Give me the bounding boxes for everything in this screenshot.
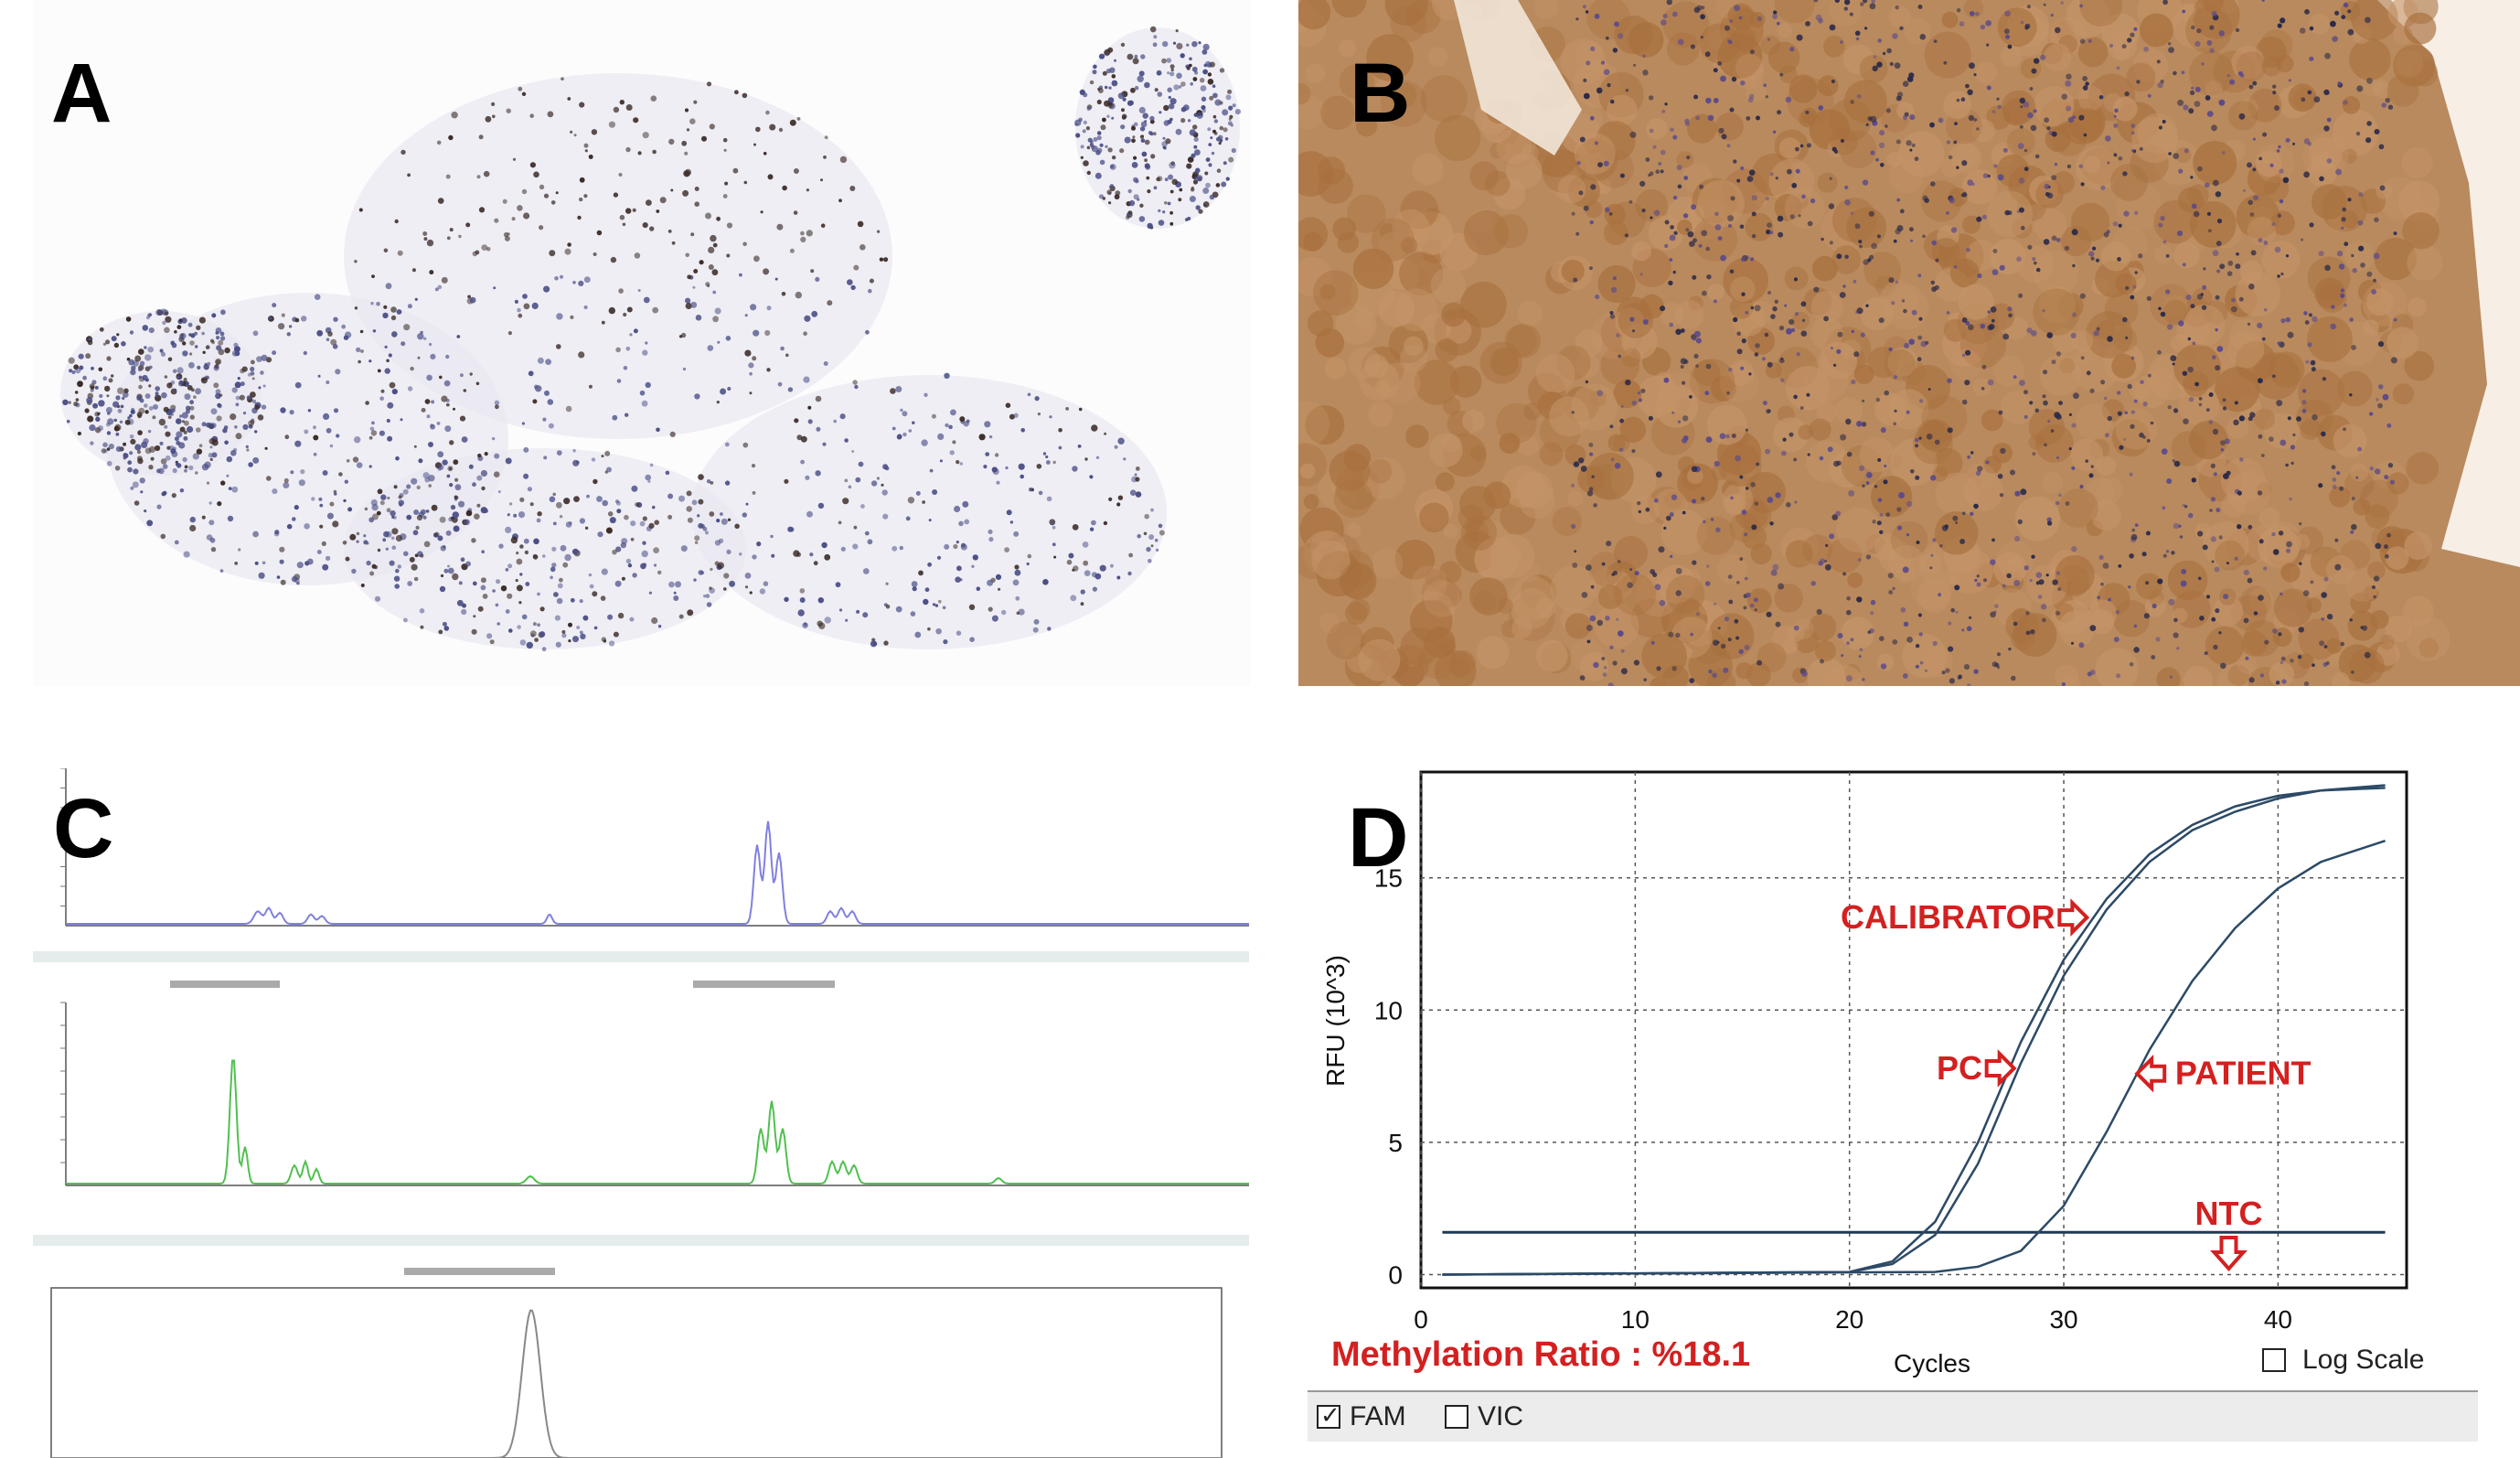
micrograph-b-image [1298,0,2520,686]
panel-a-micrograph: A [33,0,1251,686]
pc-arrow-icon [1984,1049,2017,1088]
log-scale-checkbox[interactable] [2262,1348,2286,1372]
amplification-chart: 0 10 20 30 40 0 5 10 15 Cycles RFU (10^3) CALIBRATO… [1321,770,2408,1378]
series-line-calibrator [1442,784,2386,1276]
checkmark-icon: ✓ [1320,1401,1340,1429]
plot-frame [1419,770,2408,1290]
patient-arrow-icon [2134,1054,2167,1093]
micrograph-a-image [33,0,1251,686]
y-tick-label: 10 [1374,996,1403,1024]
panel-d-label: D [1348,791,1409,884]
x-tick-label: 0 [1414,1305,1428,1334]
x-tick-label: 40 [2264,1305,2292,1334]
methylation-ratio: Methylation Ratio : %18.1 [1331,1335,1751,1374]
channel-bar: ✓ FAM VIC [1308,1390,2478,1442]
series-line-pc [1442,787,2386,1276]
x-tick-label: 10 [1621,1305,1650,1334]
ntc-arrow-icon [2210,1236,2248,1272]
panel-d-amplification-plot: 0 10 20 30 40 0 5 10 15 Cycles RFU (10^3) CALIBRATO… [1308,759,2496,1458]
panel-c-electropherogram: C [33,768,1249,1458]
patient-annotation: PATIENT [2175,1055,2312,1092]
panel-c-label: C [53,782,114,875]
pc-annotation: PC [1937,1049,1982,1087]
fam-checkbox[interactable]: ✓ [1317,1401,1340,1429]
x-axis-label: Cycles [1894,1349,1970,1378]
calibrator-arrow-icon [2057,898,2090,937]
panel-b-micrograph: B [1298,0,2520,686]
y-tick-label: 15 [1374,864,1403,893]
x-tick-label: 20 [1835,1305,1863,1334]
log-scale-label: Log Scale [2302,1345,2425,1375]
panel-a-label: A [51,47,112,140]
y-tick-label: 0 [1388,1261,1403,1290]
y-tick-label: 5 [1388,1129,1403,1157]
series-line-patient [1442,840,2386,1276]
y-axis-label: RFU (10^3) [1321,955,1350,1087]
calibrator-annotation: CALIBRATOR [1841,898,2056,936]
panel-b-label: B [1350,47,1411,140]
x-tick-label: 30 [2049,1305,2077,1334]
ntc-annotation: NTC [2194,1195,2262,1232]
vic-label: VIC [1478,1401,1524,1431]
fam-label: FAM [1350,1401,1406,1431]
electropherogram-image [33,768,1249,1458]
vic-checkbox[interactable] [1445,1405,1468,1429]
